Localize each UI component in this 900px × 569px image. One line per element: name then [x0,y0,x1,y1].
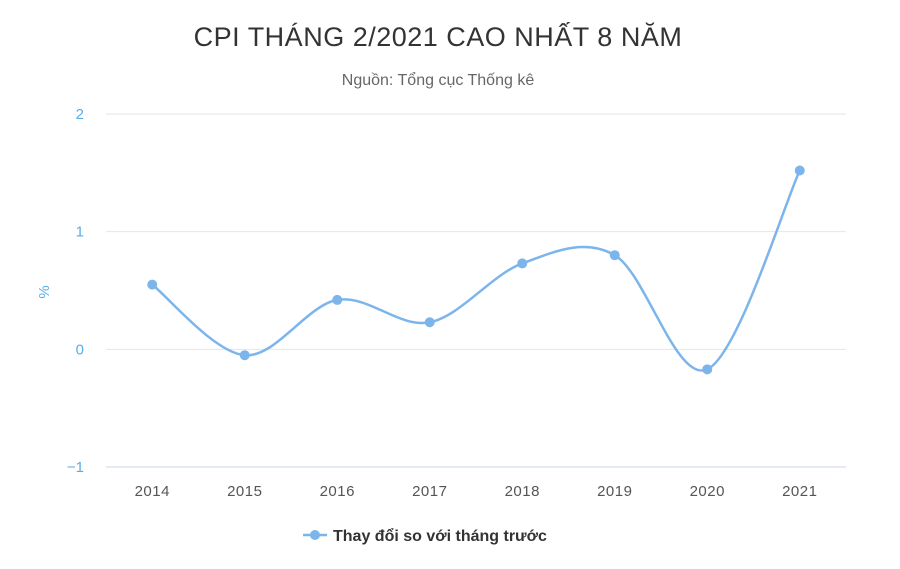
legend-series-label: Thay đổi so với tháng trước [333,527,547,545]
x-tick-label: 2015 [227,483,262,500]
data-point-2019[interactable] [609,250,620,261]
legend-marker [310,530,320,540]
data-point-2016[interactable] [332,294,343,305]
chart-subtitle: Nguồn: Tổng cục Thống kê [341,72,535,89]
x-tick-label: 2014 [135,483,170,500]
chart-title: CPI THÁNG 2/2021 CAO NHẤT 8 NĂM [193,22,683,52]
x-tick-label: 2016 [320,483,355,500]
data-point-2015[interactable] [239,350,250,361]
series-points [147,165,805,375]
x-tick-label: 2017 [412,483,447,500]
data-point-2021[interactable] [794,165,805,176]
y-tick-label: −1 [67,459,84,476]
y-tick-label: 1 [76,224,84,241]
series-line[interactable] [151,169,801,372]
data-point-2014[interactable] [147,279,158,290]
x-axis-ticks: 2014 2015 2016 2017 2018 2019 2020 2021 [135,483,817,500]
x-tick-label: 2020 [690,483,725,500]
y-axis-label: % [36,285,53,298]
x-tick-label: 2019 [597,483,632,500]
x-tick-label: 2021 [782,483,817,500]
gridlines [106,113,846,350]
data-point-2017[interactable] [424,317,435,328]
data-point-2020[interactable] [702,364,713,375]
y-axis-ticks: 2 1 0 −1 [67,106,84,476]
y-tick-label: 2 [76,106,84,123]
data-point-2018[interactable] [517,258,528,269]
legend[interactable]: Thay đổi so với tháng trước [303,527,547,545]
y-tick-label: 0 [76,341,84,358]
x-tick-label: 2018 [505,483,540,500]
